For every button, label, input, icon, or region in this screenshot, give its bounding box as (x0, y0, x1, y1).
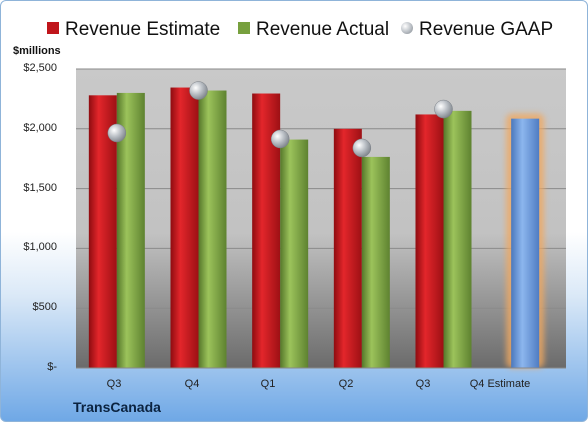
chart-marks (88, 81, 545, 369)
legend: Revenue Estimate Revenue Actual Revenue … (1, 11, 587, 47)
bar-revenue-actual (198, 90, 227, 368)
bar-revenue-actual (443, 110, 472, 369)
gridlines (76, 68, 566, 309)
legend-swatch-estimate (47, 22, 59, 34)
x-tick-label: Q1 (260, 378, 276, 390)
bar-revenue-estimate-future (511, 118, 540, 368)
y-tick-label: $- (47, 361, 57, 373)
x-tick-label: Q3 (415, 378, 431, 390)
y-tick-label: $2,000 (23, 122, 57, 134)
point-revenue-gaap (107, 123, 127, 143)
legend-label-estimate: Revenue Estimate (65, 19, 221, 40)
y-tick-label: $1,000 (23, 241, 57, 253)
y-tick-label: $2,500 (23, 62, 57, 74)
x-tick-label: Q2 (338, 378, 354, 390)
y-axis-unit-label: $millions (13, 45, 61, 57)
y-tick-label: $1,500 (23, 182, 57, 194)
bar-revenue-actual (280, 139, 309, 368)
y-tick-label: $500 (32, 301, 57, 313)
x-tick-label: Q4 Estimate (469, 378, 531, 390)
plot-area (76, 69, 566, 368)
legend-swatch-actual (238, 22, 250, 34)
company-name: TransCanada (73, 399, 161, 415)
bar-revenue-estimate (170, 87, 199, 369)
x-tick-label: Q3 (106, 378, 122, 390)
point-revenue-gaap (352, 138, 372, 158)
legend-swatch-gaap (401, 22, 413, 34)
legend-label-gaap: Revenue GAAP (419, 19, 554, 40)
bar-revenue-estimate (415, 114, 444, 368)
x-tick-label: Q4 (184, 378, 200, 390)
point-revenue-gaap (434, 99, 453, 119)
bar-revenue-estimate (333, 128, 362, 368)
point-revenue-gaap (189, 81, 208, 100)
legend-label-actual: Revenue Actual (256, 19, 390, 40)
point-revenue-gaap (270, 129, 290, 149)
bar-revenue-actual (361, 156, 390, 368)
